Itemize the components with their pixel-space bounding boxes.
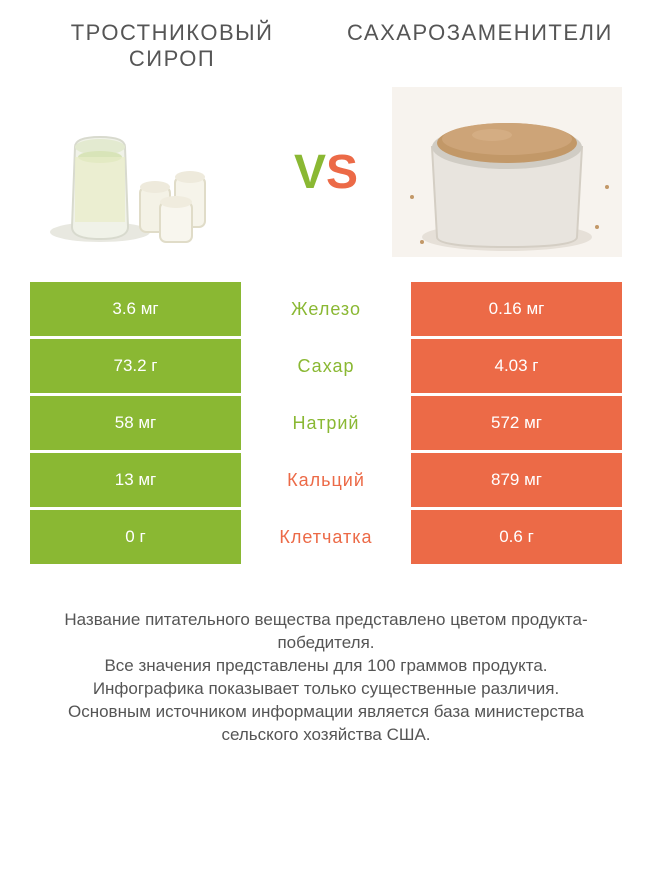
right-product-image <box>392 87 622 257</box>
left-product-title: ТРОСТНИКОВЫЙ СИРОП <box>30 20 314 72</box>
right-value-cell: 4.03 г <box>411 339 622 393</box>
right-value-cell: 0.16 мг <box>411 282 622 336</box>
table-row: 13 мгКальций879 мг <box>30 453 622 507</box>
header-row: ТРОСТНИКОВЫЙ СИРОП САХАРОЗАМЕНИТЕЛИ <box>30 20 622 72</box>
left-value-cell: 58 мг <box>30 396 241 450</box>
footer-line: Все значения представлены для 100 граммо… <box>40 655 612 678</box>
footer-notes: Название питательного вещества представл… <box>30 609 622 747</box>
left-value-cell: 3.6 мг <box>30 282 241 336</box>
table-row: 0 гКлетчатка0.6 г <box>30 510 622 564</box>
table-row: 3.6 мгЖелезо0.16 мг <box>30 282 622 336</box>
table-row: 73.2 гСахар4.03 г <box>30 339 622 393</box>
left-value-cell: 0 г <box>30 510 241 564</box>
nutrient-label: Кальций <box>241 453 411 507</box>
right-product-title: САХАРОЗАМЕНИТЕЛИ <box>338 20 622 46</box>
table-row: 58 мгНатрий572 мг <box>30 396 622 450</box>
left-product-image <box>30 87 260 257</box>
nutrient-label: Железо <box>241 282 411 336</box>
footer-line: Основным источником информации является … <box>40 701 612 747</box>
right-value-cell: 879 мг <box>411 453 622 507</box>
right-value-cell: 572 мг <box>411 396 622 450</box>
nutrient-label: Сахар <box>241 339 411 393</box>
nutrient-label: Клетчатка <box>241 510 411 564</box>
vs-v: V <box>294 146 326 199</box>
infographic-container: ТРОСТНИКОВЫЙ СИРОП САХАРОЗАМЕНИТЕЛИ VS <box>0 0 652 874</box>
right-value-cell: 0.6 г <box>411 510 622 564</box>
left-value-cell: 13 мг <box>30 453 241 507</box>
vs-label: VS <box>294 145 358 200</box>
footer-line: Инфографика показывает только существенн… <box>40 678 612 701</box>
footer-line: Название питательного вещества представл… <box>40 609 612 655</box>
comparison-table: 3.6 мгЖелезо0.16 мг73.2 гСахар4.03 г58 м… <box>30 282 622 564</box>
vs-s: S <box>326 146 358 199</box>
image-row: VS <box>30 87 622 257</box>
left-value-cell: 73.2 г <box>30 339 241 393</box>
nutrient-label: Натрий <box>241 396 411 450</box>
